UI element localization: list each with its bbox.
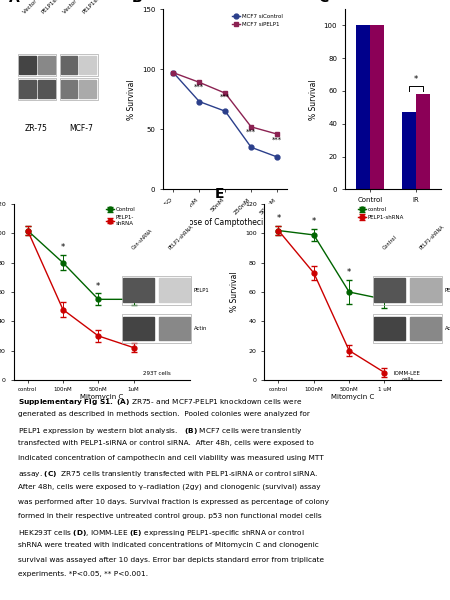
Text: $\bf{Supplementary\ Fig\ S1.\ (A)}$ ZR75- and MCF7-PELP1 knockdown cells were: $\bf{Supplementary\ Fig\ S1.\ (A)}$ ZR75… <box>18 397 302 407</box>
Line: MCF7 siPELP1: MCF7 siPELP1 <box>171 70 279 136</box>
X-axis label: Mitomycin C: Mitomycin C <box>80 394 123 400</box>
Legend: Control, PELP1-
shRNA: Control, PELP1- shRNA <box>104 205 138 228</box>
Text: ***: *** <box>220 94 230 100</box>
Text: ***: *** <box>194 83 204 89</box>
Text: After 48h, cells were exposed to γ–radiation (2gy) and clonogenic (survival) ass: After 48h, cells were exposed to γ–radia… <box>18 484 320 490</box>
Bar <box>19 56 36 74</box>
Bar <box>38 56 54 74</box>
Text: shRNA were treated with indicated concentrations of Mitomycin C and clonogenic: shRNA were treated with indicated concen… <box>18 542 319 548</box>
MCF7 siPELP1 <box>274 130 280 137</box>
Bar <box>18 79 56 100</box>
Text: E: E <box>215 187 225 200</box>
Text: generated as described in methods section.  Pooled colonies were analyzed for: generated as described in methods sectio… <box>18 411 310 417</box>
Bar <box>61 80 77 98</box>
Text: MCF-7: MCF-7 <box>69 124 93 133</box>
Bar <box>356 25 370 190</box>
Text: PELP1 expression by western blot analysis.   $\bf{(B)}$ MCF7 cells were transien: PELP1 expression by western blot analysi… <box>18 426 302 436</box>
Bar <box>80 80 96 98</box>
MCF7 siControl <box>248 143 254 151</box>
Bar <box>59 79 98 100</box>
Y-axis label: % Survival: % Survival <box>230 272 239 313</box>
MCF7 siControl <box>223 107 228 115</box>
Line: MCF7 siControl: MCF7 siControl <box>171 70 279 160</box>
Bar <box>18 54 56 76</box>
Text: *: * <box>131 281 136 290</box>
Text: ***: *** <box>246 128 256 134</box>
Text: A: A <box>9 0 20 5</box>
Text: PELP1shRNA: PELP1shRNA <box>82 0 110 14</box>
Text: transfected with PELP1-siRNA or control siRNA.  After 48h, cells were exposed to: transfected with PELP1-siRNA or control … <box>18 440 314 446</box>
Text: HEK293T cells $\bf{(D)}$, IOMM-LEE $\bf{(E)}$ expressing PELP1-specific shRNA or: HEK293T cells $\bf{(D)}$, IOMM-LEE $\bf{… <box>18 527 305 538</box>
Text: indicated concentration of campothecin and cell viability was measured using MTT: indicated concentration of campothecin a… <box>18 455 324 461</box>
Bar <box>370 25 384 190</box>
Text: assay. $\bf{(C)}$  ZR75 cells transiently transfected with PELP1-siRNA or contro: assay. $\bf{(C)}$ ZR75 cells transiently… <box>18 469 318 479</box>
MCF7 siControl <box>171 69 176 76</box>
MCF7 siPELP1 <box>223 89 228 97</box>
Text: experiments. *P<0.05, ** P<0.001.: experiments. *P<0.05, ** P<0.001. <box>18 571 148 577</box>
Text: B: B <box>132 0 143 5</box>
Legend: control, PELP1-shRNA: control, PELP1-shRNA <box>356 205 406 223</box>
Y-axis label: % Survival: % Survival <box>127 79 136 119</box>
Bar <box>416 94 430 190</box>
Text: *: * <box>312 217 316 226</box>
Text: was performed after 10 days. Survival fraction is expressed as percentage of col: was performed after 10 days. Survival fr… <box>18 499 329 505</box>
Text: C: C <box>318 0 328 5</box>
Text: *: * <box>382 278 387 287</box>
Bar <box>59 54 98 76</box>
Text: *: * <box>276 214 281 223</box>
Bar <box>19 80 36 98</box>
MCF7 siPELP1 <box>197 79 202 86</box>
Bar <box>402 112 416 190</box>
X-axis label: Mitomycin C: Mitomycin C <box>331 394 374 400</box>
MCF7 siPELP1 <box>171 69 176 76</box>
Text: *: * <box>96 281 100 290</box>
Bar <box>80 56 96 74</box>
MCF7 siPELP1 <box>248 123 254 130</box>
Bar <box>38 80 54 98</box>
Text: formed in their respective untreated control group. p53 non functional model cel: formed in their respective untreated con… <box>18 513 321 519</box>
Text: PELP1shRNA: PELP1shRNA <box>41 0 69 14</box>
Text: *: * <box>347 268 351 277</box>
Text: Vector Control: Vector Control <box>22 0 53 14</box>
Bar <box>61 56 77 74</box>
X-axis label: Dose of Camptothecin: Dose of Camptothecin <box>183 218 268 227</box>
MCF7 siControl <box>197 98 202 105</box>
Y-axis label: % Survival: % Survival <box>309 79 318 119</box>
Text: ***: *** <box>272 137 282 143</box>
Text: Vector Control: Vector Control <box>63 0 94 14</box>
Text: survival was assayed after 10 days. Error bar depicts standard error from tripli: survival was assayed after 10 days. Erro… <box>18 557 324 563</box>
Text: *: * <box>61 244 65 253</box>
MCF7 siControl <box>274 154 280 161</box>
Text: *: * <box>414 76 418 85</box>
Text: ZR-75: ZR-75 <box>25 124 48 133</box>
Legend: MCF7 siControl, MCF7 siPELP1: MCF7 siControl, MCF7 siPELP1 <box>230 12 285 29</box>
